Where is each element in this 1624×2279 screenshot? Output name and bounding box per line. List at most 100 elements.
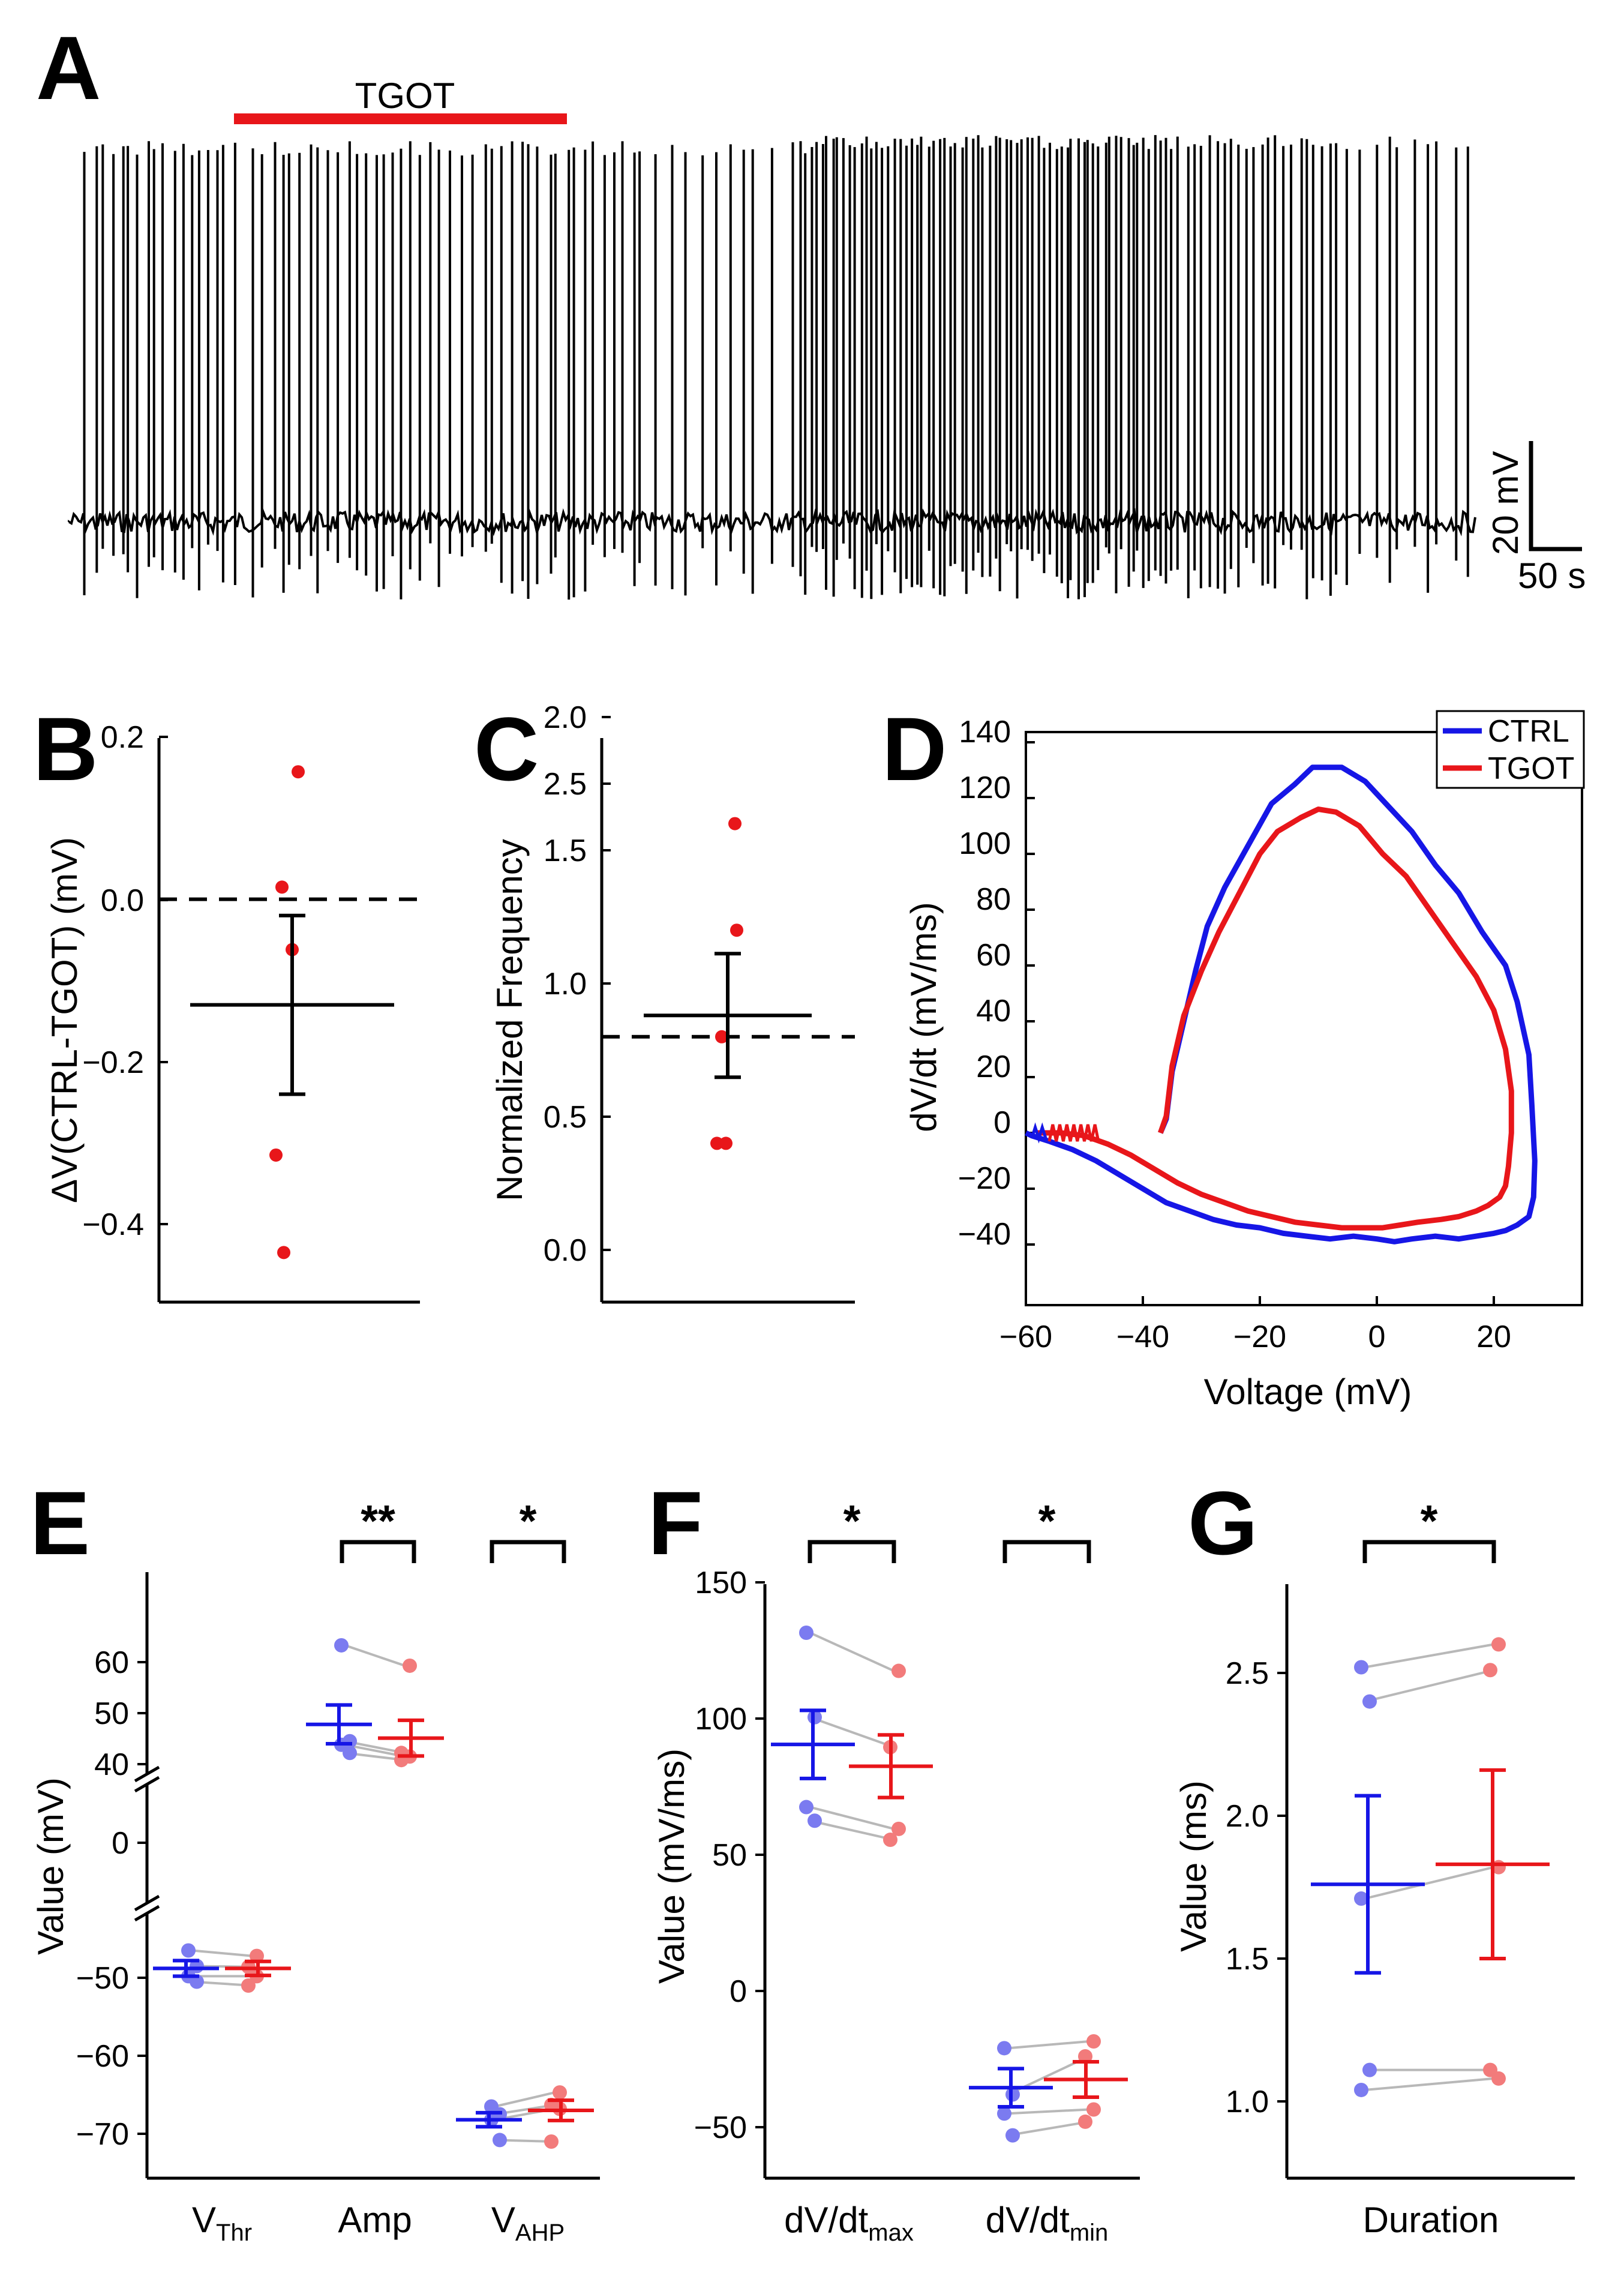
y-tick-label: 1.5: [544, 833, 587, 868]
e-2-tgot-point-3: [544, 2134, 559, 2149]
f-0-pair-line-3: [809, 1819, 894, 1841]
legend-box: [1436, 710, 1585, 789]
x-tick-label: 20: [1476, 1320, 1511, 1354]
g-0-pair-line-4: [1364, 2077, 1494, 2091]
e-0-tgot-point-3: [241, 1978, 256, 1993]
y-tick-label: 1.5: [1226, 1942, 1269, 1977]
x-category-dvdt-min: dV/dtmin: [986, 2200, 1109, 2246]
y-tick-label: 50: [712, 1838, 747, 1873]
sig-star-vahp: *: [520, 1496, 537, 1546]
data-point-1: [275, 880, 289, 894]
panel-b-delta-v: 0.2 0.0 −0.2 −0.4 ΔV(CTRL-TGOT) (mV): [44, 720, 420, 1304]
f-0-tgot-point-0: [891, 1663, 906, 1678]
y-tick-label: 40: [94, 1747, 129, 1782]
y-ticks: [1277, 1672, 1287, 2103]
y-tick-label: 100: [959, 826, 1011, 861]
y-tick-label: 0: [993, 1105, 1011, 1140]
panel-label-c: C: [474, 698, 539, 799]
e-1-tgot-point-0: [403, 1658, 417, 1673]
g-0-ctrl-point-0: [1354, 1660, 1368, 1675]
scale-bar-voltage: 20 mV: [1485, 451, 1526, 555]
panel-f-marks: [771, 1625, 1128, 2143]
scale-bar-time: 50 s: [1518, 556, 1586, 596]
y-tick-label: −60: [76, 2039, 129, 2074]
scale-bar: [1529, 441, 1582, 551]
f-0-pair-line-2: [809, 1806, 894, 1830]
sig-star-max: *: [843, 1496, 861, 1546]
panel-b-marks: [159, 765, 420, 1260]
x-category-vahp: VAHP: [491, 2200, 565, 2246]
panel-g-marks: [1311, 1637, 1550, 2097]
y-axis-label: Value (ms): [1173, 1780, 1214, 1952]
e-1-pair-line-0: [344, 1644, 406, 1667]
y-axis-label: dV/dt (mV/ms): [903, 902, 944, 1132]
sig-star-min: *: [1038, 1496, 1056, 1546]
y-tick-label: 0.5: [544, 1100, 587, 1135]
f-1-tgot-point-0: [1086, 2034, 1101, 2049]
f-1-ctrl-point-3: [1005, 2128, 1020, 2143]
f-1-tgot-point-2: [1086, 2102, 1101, 2117]
y-tick-label: −40: [958, 1217, 1011, 1252]
panel-label-a: A: [36, 17, 101, 118]
y-axis-label: Value (mV/ms): [652, 1749, 692, 1984]
legend: CTRL TGOT: [1436, 710, 1585, 789]
y-tick-label: 50: [94, 1696, 129, 1731]
g-0-ctrl-point-4: [1354, 2082, 1368, 2097]
legend-label-tgot: TGOT: [1488, 751, 1574, 786]
y-tick-label: 60: [94, 1645, 129, 1680]
f-0-ctrl-point-2: [799, 1800, 813, 1815]
y-axis-label: Value (mV): [31, 1777, 71, 1955]
g-0-pair-line-0: [1364, 1643, 1494, 1669]
e-1-ctrl-point-3: [343, 1746, 357, 1761]
ctrl-baseline-noise: [1030, 1122, 1047, 1144]
x-axis-label: Voltage (mV): [1204, 1372, 1412, 1412]
e-0-ctrl-point-0: [181, 1943, 196, 1958]
x-category-main: V: [491, 2200, 515, 2240]
y-axis-label: Normalized Frequency: [490, 839, 530, 1201]
f-1-pair-line-0: [1007, 2040, 1089, 2050]
f-0-pair-line-0: [809, 1632, 894, 1672]
y-tick-label: 150: [695, 1566, 747, 1600]
x-category-main: dV/dt: [986, 2200, 1070, 2240]
y-tick-label: 100: [695, 1702, 747, 1737]
x-category-dvdt-max: dV/dtmax: [784, 2200, 914, 2246]
y-ticks: [137, 1661, 147, 2135]
y-tick-label: −20: [958, 1161, 1011, 1196]
sig-bracket-max: [808, 1540, 896, 1563]
panel-f-slope-params: −50 0 50 100 150 Value (mV/ms) dV/dtmax …: [652, 1496, 1140, 2246]
g-0-pair-line-2: [1364, 1866, 1494, 1900]
sig-bracket-duration: [1362, 1540, 1496, 1563]
y-tick-label: 0.2: [101, 720, 144, 755]
panel-label-e: E: [30, 1473, 90, 1573]
y-tick-label: 0: [730, 1974, 747, 2009]
panel-d-phase-plot: −60 −40 −20 0 20 140 120 100 80 60 40 20…: [903, 710, 1585, 1412]
y-tick-label: 0: [112, 1826, 129, 1861]
y-tick-label: −0.4: [82, 1207, 144, 1242]
g-0-pair-line-1: [1364, 1669, 1494, 1703]
panel-e-marks: [153, 1638, 594, 2149]
e-2-ctrl-point-3: [493, 2133, 507, 2148]
e-0-ctrl-point-3: [190, 1974, 204, 1989]
g-0-tgot-point-1: [1483, 1663, 1497, 1678]
f-0-tgot-point-2: [891, 1821, 906, 1836]
y-tick-label: 20: [976, 1049, 1011, 1084]
f-1-pair-line-2: [1007, 2108, 1089, 2115]
f-0-ctrl-point-0: [799, 1625, 813, 1640]
g-0-ctrl-point-3: [1362, 2062, 1377, 2077]
ctrl-phase-curve: [1025, 764, 1538, 1245]
x-category-amp: Amp: [338, 2200, 412, 2240]
g-0-tgot-point-0: [1491, 1637, 1506, 1652]
y-tick-label: 80: [976, 882, 1011, 917]
panel-g-duration: 1.0 1.5 2.0 2.5 Value (ms) Duration *: [1173, 1496, 1575, 2240]
panel-label-f: F: [648, 1473, 703, 1573]
e-2-tgot-point-0: [553, 2085, 567, 2100]
plot-frame: [1025, 731, 1583, 1306]
voltage-trace-spikes: [83, 135, 1469, 600]
x-tick-label: 0: [1368, 1320, 1386, 1354]
g-0-tgot-point-4: [1491, 2071, 1506, 2086]
x-category-subscript: max: [868, 2220, 914, 2246]
x-category-main: V: [192, 2200, 216, 2240]
y-tick-label: 1.0: [544, 967, 587, 1001]
f-0-tgot-point-3: [883, 1833, 897, 1848]
y-tick-label: 2.5: [544, 767, 587, 802]
